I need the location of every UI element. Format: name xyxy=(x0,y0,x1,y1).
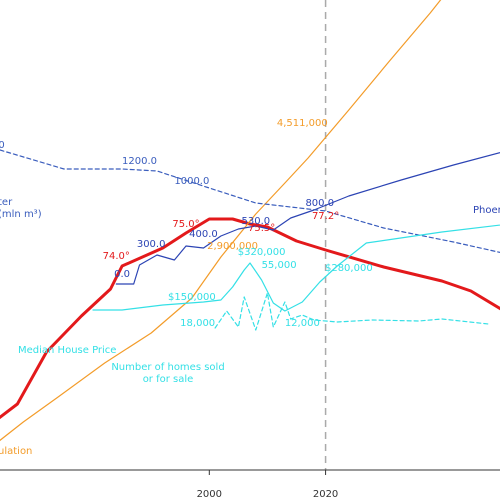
data-label-phoenix-1: 300.0 xyxy=(137,239,166,250)
x-tick-label-2000: 2000 xyxy=(197,489,222,500)
series-line-population xyxy=(0,0,442,442)
data-label-temperature-1: 74.0° xyxy=(103,251,130,262)
data-label-temperature-3: 75.5° xyxy=(248,223,275,234)
data-label-homes_sold-1: 55,000 xyxy=(262,260,297,271)
x-tick-label-2020: 2020 xyxy=(313,489,338,500)
data-label-population-0: 2,900,000 xyxy=(207,241,258,252)
series-line-homes_sold xyxy=(214,292,489,331)
data-label-phoenix-3: 530.0 xyxy=(241,216,270,227)
data-label-homes_sold-0: 18,000 xyxy=(180,318,215,329)
series-line-water xyxy=(0,149,500,254)
series-name-house_price-name-label: Median House Price xyxy=(18,345,116,356)
data-label-house_price-1: $320,000 xyxy=(238,247,286,258)
data-label-temperature-4: 77.2° xyxy=(312,211,339,222)
label-layer: 6°74.0°75.0°75.5°77.2°2,900,0004,511,000… xyxy=(0,118,500,457)
series-name-homes_sold-name-label-2: or for sale xyxy=(143,374,194,385)
series-line-phoenix xyxy=(115,152,500,285)
series-name-homes_sold-name-label-1: Number of homes sold xyxy=(111,362,224,373)
series-name-water-name-label-2: (mln m³) xyxy=(0,209,42,220)
series-line-house_price xyxy=(92,224,500,312)
series-line-temperature xyxy=(0,217,500,420)
data-label-phoenix-2: 400.0 xyxy=(189,229,218,240)
data-label-water-1: 1200.0 xyxy=(122,156,157,167)
series-name-water-name-label-1: ter xyxy=(0,197,13,208)
data-label-homes_sold-2: 12,000 xyxy=(285,318,320,329)
data-label-water-2: 1000.0 xyxy=(174,176,209,187)
series-name-phoenix-name-label: Phoeni xyxy=(473,205,500,216)
data-label-temperature-2: 75.0° xyxy=(172,219,199,230)
data-label-phoenix-0: 0.0 xyxy=(114,269,130,280)
series-name-population-name-label: ulation xyxy=(0,446,32,457)
series-layer xyxy=(0,0,500,442)
data-label-phoenix-4: 800.0 xyxy=(305,198,334,209)
data-label-water-0: .0 xyxy=(0,140,5,151)
data-label-population-1: 4,511,000 xyxy=(277,118,328,129)
data-label-house_price-0: $150,000 xyxy=(168,292,216,303)
data-label-house_price-2: $280,000 xyxy=(325,263,373,274)
axis-layer: 2000 2020 xyxy=(0,469,500,500)
